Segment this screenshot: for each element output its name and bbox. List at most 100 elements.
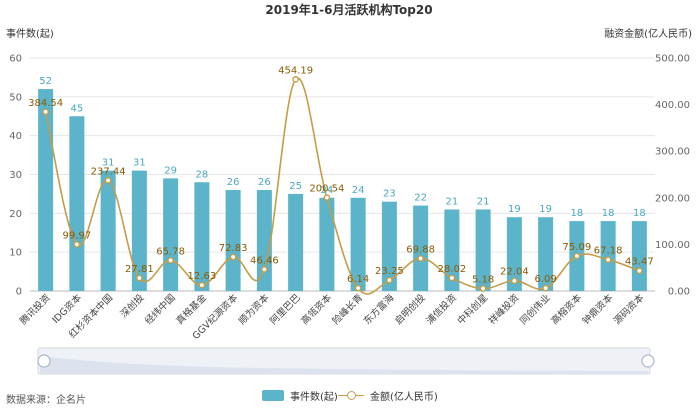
line-data-label: 72.83: [219, 243, 248, 254]
line-point: [542, 284, 549, 292]
bar-data-label: 18: [571, 208, 584, 219]
amount-line: [44, 77, 640, 295]
y-tick-left: 0: [16, 287, 22, 298]
bar: [225, 190, 241, 291]
line-point: [604, 256, 612, 263]
bar-data-label: 45: [71, 103, 84, 114]
bar: [131, 170, 147, 291]
x-tick-label: 中科创星: [455, 292, 490, 327]
legend: 事件数(起) 金额(亿人民币): [0, 388, 698, 404]
line-point: [448, 274, 456, 282]
line-data-label: 27.81: [125, 264, 154, 275]
y-tick-right: 100.00: [655, 240, 690, 251]
line-point: [511, 277, 518, 285]
x-tick-label: 钟鼎资本: [580, 291, 616, 327]
bar-data-label: 52: [39, 76, 52, 87]
y-tick-right: 0.00: [668, 287, 690, 298]
x-tick-label: 高瓴资本: [299, 291, 335, 327]
line-point: [636, 267, 643, 275]
legend-item-amount[interactable]: 金额(亿人民币): [338, 388, 438, 403]
bar-data-label: 23: [383, 189, 396, 200]
x-tick-label: 阿里巴巴: [268, 292, 303, 327]
bar: [163, 178, 179, 291]
y-tick-right: 200.00: [655, 193, 690, 204]
bar: [413, 205, 429, 291]
y-axis-left-label: 事件数(起): [6, 27, 54, 40]
bar: [319, 197, 335, 291]
line-data-label: 99.97: [63, 230, 92, 241]
chart-title: 2019年1-6月活跃机构Top20: [265, 2, 432, 17]
legend-label-events: 事件数(起): [290, 392, 338, 403]
x-tick-label: 经纬中国: [142, 292, 177, 327]
y-tick-right: 300.00: [655, 147, 690, 158]
bar-data-label: 18: [633, 208, 646, 219]
x-tick-label: 腾讯投资: [17, 291, 53, 327]
line-point: [198, 281, 206, 289]
y-tick-left: 30: [9, 170, 22, 181]
y-tick-left: 10: [9, 248, 22, 259]
bar: [475, 209, 491, 291]
line-data-label: 12.63: [188, 271, 217, 282]
line-point: [42, 108, 49, 116]
line-data-label: 65.78: [156, 246, 185, 257]
line-point: [479, 285, 487, 292]
legend-item-events[interactable]: 事件数(起): [262, 388, 338, 403]
bar: [506, 217, 522, 291]
y-tick-right: 400.00: [655, 100, 690, 111]
bar-data-label: 26: [258, 177, 271, 188]
bar: [444, 209, 460, 291]
x-tick-label: 东方富海: [361, 291, 397, 327]
y-tick-right: 500.00: [655, 54, 690, 65]
line-data-label: 5.18: [472, 275, 494, 286]
line-point: [354, 284, 362, 292]
bar: [256, 190, 272, 291]
x-tick-label: 深创投: [118, 291, 147, 320]
x-tick-label: 祥峰投资: [486, 291, 522, 327]
x-tick-label: 顺为资本: [236, 291, 272, 327]
line-point: [386, 276, 393, 284]
line-point: [573, 252, 581, 260]
bar: [69, 116, 85, 291]
bar: [600, 221, 616, 291]
line-point: [167, 257, 174, 264]
bar-data-label: 19: [539, 204, 552, 215]
line-data-label: 237.44: [91, 166, 126, 177]
line-data-label: 69.88: [406, 244, 435, 255]
bar-data-label: 22: [414, 193, 427, 204]
x-tick-label: 浦信投资: [424, 291, 460, 327]
line-data-label: 23.25: [375, 266, 404, 277]
line-data-label: 6.14: [347, 274, 369, 285]
legend-bar-swatch: [262, 390, 284, 401]
bar-data-label: 24: [321, 185, 334, 196]
y-tick-left: 50: [9, 92, 22, 103]
bar-data-label: 31: [102, 158, 115, 169]
x-tick-label: 启明创投: [392, 291, 428, 327]
y-tick-left: 20: [9, 209, 22, 220]
line-point: [73, 241, 81, 248]
bar-data-label: 26: [227, 177, 240, 188]
line-data-label: 22.04: [500, 267, 529, 278]
line-point: [229, 253, 237, 261]
y-tick-left: 60: [9, 54, 22, 65]
zoom-slider-shadow: [40, 356, 648, 374]
line-data-label: 384.54: [28, 98, 63, 109]
line-data-label: 454.19: [278, 65, 313, 76]
bar-data-label: 18: [602, 208, 615, 219]
line-data-label: 67.18: [594, 246, 623, 257]
x-tick-label: 源码资本: [611, 291, 647, 327]
line-point: [292, 76, 299, 83]
bar: [381, 201, 397, 291]
bar-data-label: 29: [164, 165, 177, 176]
bar-data-label: 31: [133, 158, 146, 169]
line-data-label: 46.46: [250, 255, 279, 266]
bar-data-label: 28: [196, 169, 209, 180]
line-data-label: 200.54: [309, 184, 344, 195]
bar: [100, 170, 116, 291]
x-tick-label: 险峰长青: [330, 292, 365, 327]
x-tick-label: 高榕资本: [549, 291, 585, 327]
legend-line-swatch: [338, 390, 364, 401]
line-point: [417, 255, 424, 262]
line-point: [323, 194, 331, 201]
bar: [631, 221, 647, 291]
